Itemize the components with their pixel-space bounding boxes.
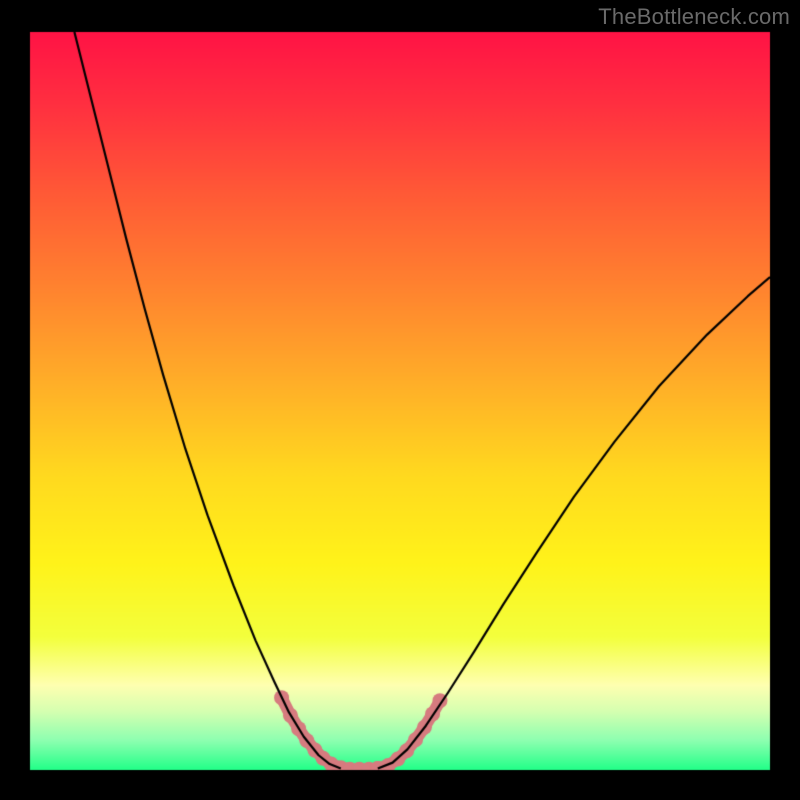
chart-container: TheBottleneck.com bbox=[0, 0, 800, 800]
watermark-text: TheBottleneck.com bbox=[598, 4, 790, 30]
bottleneck-chart-canvas bbox=[0, 0, 800, 800]
